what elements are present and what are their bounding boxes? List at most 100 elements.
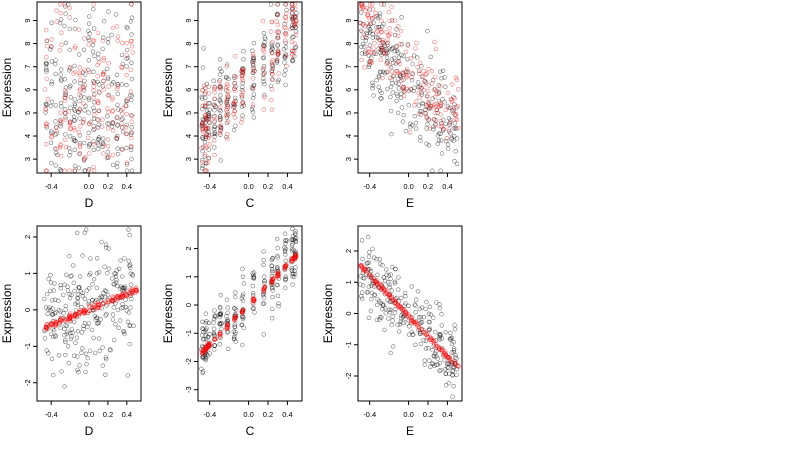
fitted-point — [218, 104, 223, 110]
fitted-point — [240, 78, 246, 83]
observed-point — [73, 340, 78, 345]
observed-point — [52, 146, 58, 151]
fitted-point — [240, 73, 245, 78]
fitted-point — [251, 85, 256, 91]
observed-point — [225, 305, 230, 310]
observed-point — [438, 69, 443, 75]
observed-point — [123, 297, 128, 302]
observed-point — [49, 298, 55, 303]
fitted-point — [251, 297, 257, 302]
observed-point — [91, 124, 96, 129]
observed-point — [96, 336, 102, 341]
y-tick-label: 1 — [23, 271, 32, 275]
observed-point — [110, 317, 116, 322]
fitted-point — [362, 267, 368, 273]
observed-point — [72, 118, 77, 123]
observed-point — [49, 59, 54, 64]
observed-point — [95, 125, 101, 130]
fitted-point — [212, 138, 217, 143]
observed-point — [398, 316, 404, 321]
observed-point — [275, 255, 280, 260]
observed-point — [49, 20, 54, 25]
fitted-point — [101, 151, 106, 156]
observed-point — [117, 318, 123, 323]
fitted-point — [239, 116, 245, 122]
x-tick-label: 0.0 — [243, 410, 253, 419]
fitted-point — [91, 305, 96, 310]
observed-point — [426, 345, 431, 351]
observed-point — [439, 151, 445, 156]
observed-point — [224, 314, 229, 319]
observed-point — [75, 295, 80, 301]
fitted-point — [373, 10, 378, 16]
observed-point — [67, 153, 72, 158]
observed-point — [437, 335, 442, 340]
y-tick-label: -1 — [23, 343, 32, 350]
observed-point — [275, 42, 280, 47]
fitted-point — [212, 96, 217, 102]
observed-point — [365, 260, 370, 266]
x-tick-label: -0.4 — [45, 410, 58, 419]
observed-point — [415, 55, 420, 60]
observed-point — [413, 310, 418, 315]
observed-point — [359, 44, 364, 50]
fitted-point — [91, 38, 97, 44]
observed-point — [231, 329, 237, 334]
observed-point — [390, 314, 395, 319]
fitted-point — [438, 102, 444, 107]
fitted-point — [202, 152, 208, 157]
fitted-point — [404, 86, 409, 92]
observed-point — [435, 141, 440, 146]
fitted-point — [416, 90, 421, 96]
observed-point — [251, 95, 256, 101]
observed-point — [63, 272, 69, 277]
observed-point — [91, 335, 96, 341]
observed-point — [366, 234, 371, 240]
observed-point — [422, 362, 427, 367]
observed-point — [51, 334, 56, 340]
fitted-point — [387, 18, 392, 24]
observed-point — [275, 265, 280, 270]
observed-point — [49, 79, 54, 84]
observed-point — [437, 368, 442, 374]
observed-point — [77, 98, 82, 104]
fitted-point — [124, 160, 130, 165]
observed-point — [58, 325, 63, 331]
fitted-point — [417, 71, 422, 76]
observed-point — [62, 95, 68, 100]
y-tick-label: 3 — [344, 157, 353, 161]
fitted-point — [429, 81, 435, 86]
fitted-point — [387, 26, 392, 31]
fitted-point — [224, 112, 229, 118]
fitted-point — [62, 88, 68, 93]
observed-point — [72, 108, 78, 113]
fitted-point — [289, 258, 295, 264]
observed-point — [76, 285, 82, 290]
fitted-point — [381, 51, 386, 56]
fitted-point — [383, 291, 388, 296]
fitted-point — [396, 302, 401, 307]
observed-point — [378, 261, 383, 267]
fitted-point — [449, 97, 454, 103]
observed-point — [85, 324, 90, 330]
fitted-point — [58, 2, 63, 7]
observed-point — [91, 147, 97, 153]
observed-point — [425, 28, 430, 34]
observed-point — [65, 284, 70, 289]
observed-point — [119, 52, 125, 58]
x-tick-label: 0.0 — [403, 410, 413, 419]
fitted-point — [231, 111, 236, 117]
observed-point — [416, 103, 421, 108]
fitted-point — [241, 72, 246, 78]
x-tick-label: 0.4 — [282, 182, 292, 191]
observed-point — [54, 131, 59, 136]
observed-point — [290, 271, 295, 276]
observed-point — [87, 348, 93, 354]
observed-point — [124, 122, 129, 128]
x-axis-label: C — [246, 196, 255, 210]
observed-point — [392, 310, 398, 315]
observed-point — [387, 285, 392, 290]
x-tick-label: -0.4 — [203, 410, 216, 419]
fitted-point — [232, 315, 238, 320]
observed-point — [395, 322, 400, 327]
